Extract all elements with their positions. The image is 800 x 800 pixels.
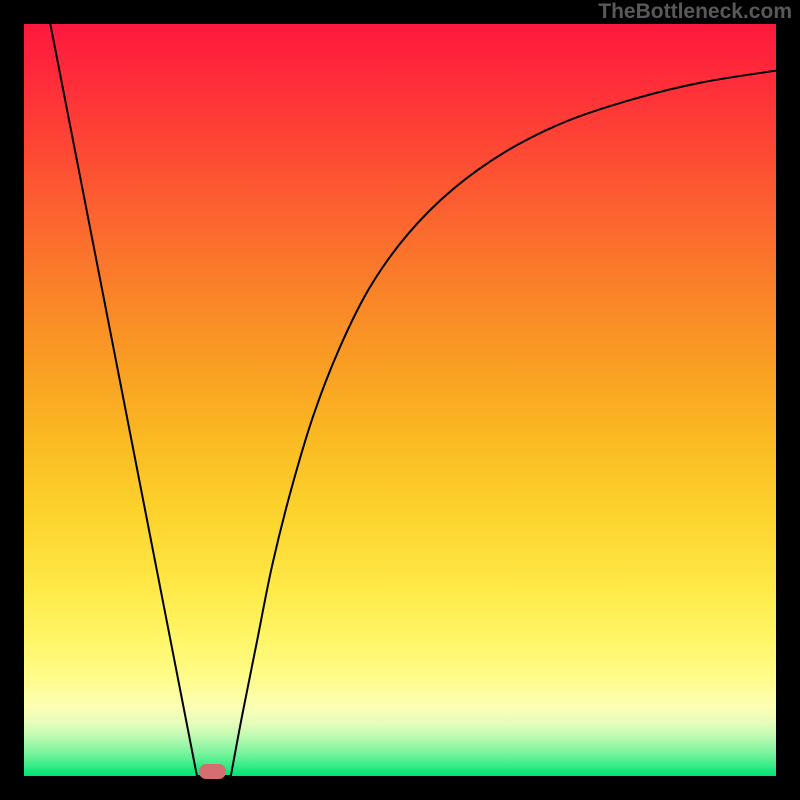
min-marker <box>199 764 226 778</box>
branding-text: TheBottleneck.com <box>598 0 792 24</box>
chart-container: TheBottleneck.com <box>0 0 800 800</box>
plot-area <box>24 24 776 776</box>
curve-left-descent <box>50 24 197 776</box>
curve-right-ascent <box>231 71 776 776</box>
curve-layer <box>24 24 776 776</box>
